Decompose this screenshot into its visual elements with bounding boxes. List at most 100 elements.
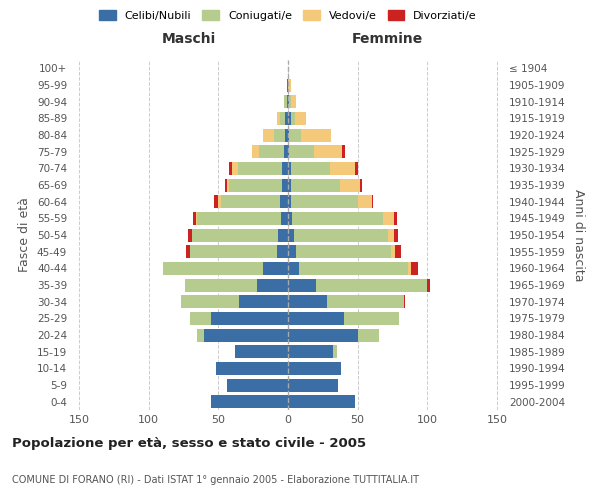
Bar — [238, 162, 283, 175]
Bar — [295, 112, 306, 125]
Bar — [215, 362, 288, 375]
Bar — [288, 145, 289, 158]
Bar — [404, 295, 405, 308]
Bar — [259, 145, 284, 158]
Bar — [394, 212, 397, 225]
Bar — [289, 95, 291, 108]
Bar — [239, 295, 288, 308]
Bar — [277, 112, 280, 125]
Bar — [263, 262, 288, 275]
Bar — [288, 78, 291, 92]
Y-axis label: Anni di nascita: Anni di nascita — [572, 188, 585, 281]
Legend: Celibi/Nubili, Coniugati/e, Vedovi/e, Divorziati/e: Celibi/Nubili, Coniugati/e, Vedovi/e, Di… — [95, 6, 481, 25]
Bar — [394, 228, 398, 241]
Bar — [288, 362, 341, 375]
Bar — [284, 95, 287, 108]
Bar — [340, 178, 361, 192]
Bar — [299, 262, 408, 275]
Bar — [388, 228, 394, 241]
Bar — [288, 262, 299, 275]
Bar — [291, 112, 295, 125]
Bar — [283, 178, 288, 192]
Bar — [288, 112, 291, 125]
Bar — [288, 295, 327, 308]
Bar — [211, 312, 288, 325]
Bar — [281, 212, 288, 225]
Bar — [288, 378, 338, 392]
Bar — [197, 328, 205, 342]
Bar — [227, 378, 288, 392]
Bar — [288, 178, 291, 192]
Bar — [292, 212, 383, 225]
Bar — [291, 162, 330, 175]
Bar — [330, 162, 355, 175]
Bar — [288, 228, 293, 241]
Bar — [278, 228, 288, 241]
Bar — [361, 178, 362, 192]
Bar — [263, 128, 274, 141]
Bar — [288, 245, 296, 258]
Bar — [190, 245, 277, 258]
Bar — [288, 328, 358, 342]
Bar — [314, 145, 343, 158]
Bar — [391, 245, 395, 258]
Bar — [229, 178, 283, 192]
Bar — [288, 128, 289, 141]
Bar — [358, 195, 371, 208]
Bar — [408, 262, 410, 275]
Bar — [163, 262, 263, 275]
Text: COMUNE DI FORANO (RI) - Dati ISTAT 1° gennaio 2005 - Elaborazione TUTTITALIA.IT: COMUNE DI FORANO (RI) - Dati ISTAT 1° ge… — [12, 475, 419, 485]
Y-axis label: Fasce di età: Fasce di età — [19, 198, 31, 272]
Bar — [192, 228, 278, 241]
Text: Maschi: Maschi — [161, 32, 216, 46]
Bar — [289, 128, 301, 141]
Bar — [277, 245, 288, 258]
Bar — [284, 145, 288, 158]
Bar — [288, 95, 289, 108]
Bar — [218, 195, 221, 208]
Bar — [327, 295, 404, 308]
Bar — [285, 112, 288, 125]
Bar — [229, 162, 232, 175]
Bar — [344, 312, 400, 325]
Bar — [332, 345, 337, 358]
Bar — [225, 178, 227, 192]
Bar — [358, 328, 379, 342]
Bar — [214, 195, 218, 208]
Bar — [227, 178, 229, 192]
Bar — [288, 212, 292, 225]
Bar — [280, 112, 285, 125]
Bar — [274, 128, 285, 141]
Bar — [235, 345, 288, 358]
Bar — [190, 312, 211, 325]
Bar — [291, 95, 296, 108]
Bar — [343, 145, 345, 158]
Bar — [188, 228, 192, 241]
Bar — [395, 245, 401, 258]
Bar — [186, 245, 190, 258]
Bar — [383, 212, 394, 225]
Bar — [288, 278, 316, 291]
Bar — [289, 145, 314, 158]
Bar — [288, 195, 291, 208]
Bar — [288, 312, 344, 325]
Bar — [296, 245, 391, 258]
Bar — [288, 395, 355, 408]
Bar — [211, 395, 288, 408]
Bar — [205, 328, 288, 342]
Bar — [355, 162, 358, 175]
Text: Popolazione per età, sesso e stato civile - 2005: Popolazione per età, sesso e stato civil… — [12, 437, 366, 450]
Bar — [181, 295, 239, 308]
Bar — [287, 78, 288, 92]
Bar — [221, 195, 280, 208]
Bar — [291, 195, 358, 208]
Bar — [185, 278, 257, 291]
Bar — [280, 195, 288, 208]
Bar — [316, 278, 427, 291]
Bar — [288, 162, 291, 175]
Bar — [410, 262, 418, 275]
Bar — [427, 278, 430, 291]
Bar — [291, 178, 340, 192]
Bar — [283, 162, 288, 175]
Bar — [193, 212, 196, 225]
